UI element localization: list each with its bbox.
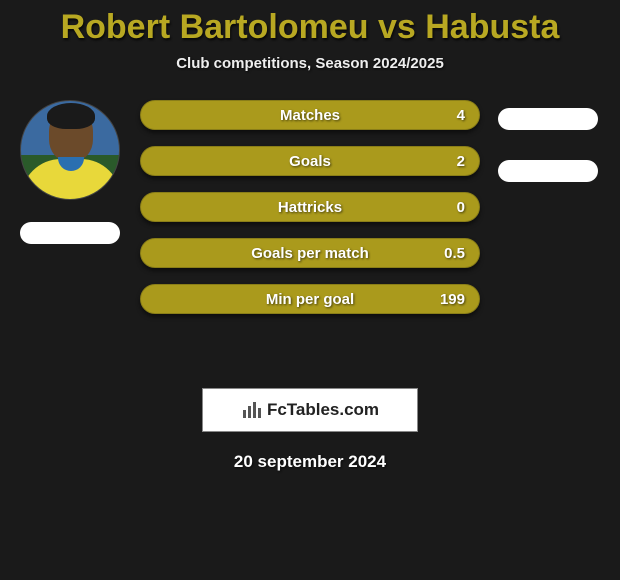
player2-column [488, 100, 608, 182]
stat-bars: Matches 4 Goals 2 Hattricks 0 Goals per … [140, 100, 480, 314]
player2-name-pill-1 [498, 108, 598, 130]
brand-box: FcTables.com [202, 388, 418, 432]
date-text: 20 september 2024 [0, 452, 620, 472]
stat-bar-gpm: Goals per match 0.5 [140, 238, 480, 268]
stat-value: 0.5 [444, 245, 465, 262]
stat-label: Hattricks [278, 199, 342, 216]
player1-column [10, 100, 130, 244]
brand-text: FcTables.com [267, 400, 379, 420]
page-title: Robert Bartolomeu vs Habusta [0, 0, 620, 47]
vs-text: vs [378, 8, 416, 46]
player1-name-pill [20, 222, 120, 244]
player1-avatar [20, 100, 120, 200]
stat-label: Min per goal [266, 291, 354, 308]
subtitle: Club competitions, Season 2024/2025 [0, 55, 620, 72]
stat-bar-matches: Matches 4 [140, 100, 480, 130]
stat-label: Goals per match [251, 245, 369, 262]
stat-label: Goals [289, 153, 331, 170]
stat-value: 4 [457, 107, 465, 124]
player2-name-pill-2 [498, 160, 598, 182]
player1-name: Robert Bartolomeu [61, 8, 369, 46]
chart-icon [241, 400, 263, 420]
stat-value: 2 [457, 153, 465, 170]
stat-value: 199 [440, 291, 465, 308]
stat-bar-goals: Goals 2 [140, 146, 480, 176]
comparison-content: Matches 4 Goals 2 Hattricks 0 Goals per … [0, 100, 620, 360]
stat-bar-hattricks: Hattricks 0 [140, 192, 480, 222]
stat-label: Matches [280, 107, 340, 124]
stat-value: 0 [457, 199, 465, 216]
stat-bar-mpg: Min per goal 199 [140, 284, 480, 314]
player2-name: Habusta [425, 8, 559, 46]
